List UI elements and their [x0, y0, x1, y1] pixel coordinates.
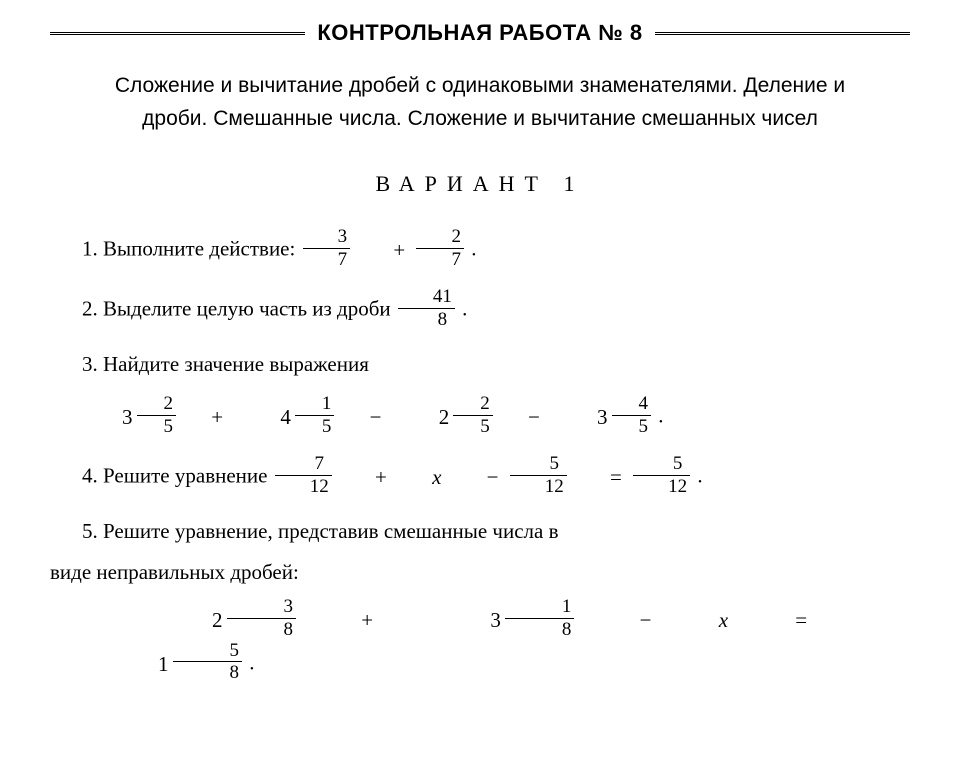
period: . — [462, 297, 467, 321]
denominator: 12 — [510, 476, 567, 498]
document-title: КОНТРОЛЬНАЯ РАБОТА № 8 — [305, 20, 654, 46]
fraction: 5 12 — [633, 454, 690, 498]
denominator: 5 — [612, 416, 652, 438]
mixed-number: 238 — [104, 599, 298, 643]
problems-block: 1. Выполните действие: 3 7 + 2 7 . 2. Вы… — [50, 229, 910, 686]
problem-2-text: 2. Выделите целую часть из дроби — [82, 297, 396, 321]
whole-part: 2 — [415, 402, 450, 434]
equals-op: = — [737, 605, 811, 637]
whole-part: 3 — [436, 605, 501, 637]
minus-op: − — [342, 402, 386, 434]
whole-part: 2 — [158, 605, 223, 637]
numerator: 2 — [453, 394, 493, 416]
plus-op: + — [183, 402, 227, 434]
variable-x: x — [396, 462, 445, 494]
mixed-number: 345 — [549, 396, 653, 440]
denominator: 12 — [633, 476, 690, 498]
problem-5-line2: виде неправильных дробей: — [50, 557, 910, 589]
period: . — [658, 404, 663, 428]
fraction: 25 — [453, 394, 493, 438]
fraction: 2 7 — [416, 227, 464, 271]
denominator: 5 — [453, 416, 493, 438]
fraction: 18 — [505, 597, 575, 641]
problem-4-text: 4. Решите уравнение — [82, 464, 273, 488]
whole-part: 4 — [256, 402, 291, 434]
numerator: 5 — [510, 454, 567, 476]
problem-1: 1. Выполните действие: 3 7 + 2 7 . — [50, 229, 910, 273]
numerator: 4 — [612, 394, 652, 416]
fraction: 58 — [173, 641, 243, 685]
numerator: 1 — [505, 597, 575, 619]
problem-3: 3. Найдите значение выражения — [50, 349, 910, 381]
document-subtitle: Сложение и вычитание дробей с одинаковым… — [50, 70, 910, 135]
mixed-number: 158 — [50, 643, 244, 687]
fraction: 25 — [137, 394, 177, 438]
plus-op: + — [357, 235, 409, 267]
whole-part: 1 — [104, 649, 169, 681]
denominator: 5 — [137, 416, 177, 438]
rule-left — [50, 32, 305, 35]
mixed-number: 318 — [382, 599, 576, 643]
plus-op: + — [339, 462, 391, 494]
denominator: 8 — [505, 619, 575, 641]
period: . — [697, 464, 702, 488]
period: . — [249, 650, 254, 674]
denominator: 8 — [227, 619, 297, 641]
numerator: 5 — [633, 454, 690, 476]
numerator: 5 — [173, 641, 243, 663]
minus-op: − — [500, 402, 544, 434]
minus-op: − — [582, 605, 656, 637]
header-rule-row: КОНТРОЛЬНАЯ РАБОТА № 8 — [50, 20, 910, 46]
minus-op: − — [451, 462, 503, 494]
fraction: 15 — [295, 394, 335, 438]
problem-5-expression: 238 + 318 − x = 158 . — [50, 599, 910, 687]
fraction: 38 — [227, 597, 297, 641]
problem-4: 4. Решите уравнение 7 12 + x − 5 12 = 5 … — [50, 456, 910, 500]
numerator: 7 — [275, 454, 332, 476]
denominator: 7 — [416, 249, 464, 271]
fraction: 7 12 — [275, 454, 332, 498]
denominator: 7 — [303, 249, 351, 271]
numerator: 3 — [303, 227, 351, 249]
denominator: 5 — [295, 416, 335, 438]
rule-right — [655, 32, 910, 35]
mixed-number: 415 — [232, 396, 336, 440]
whole-part: 3 — [98, 402, 133, 434]
problem-5-line1: 5. Решите уравнение, представив смешанны… — [50, 516, 910, 548]
numerator: 1 — [295, 394, 335, 416]
denominator: 12 — [275, 476, 332, 498]
denominator: 8 — [398, 309, 455, 331]
fraction: 41 8 — [398, 287, 455, 331]
mixed-number: 325 — [74, 396, 178, 440]
whole-part: 3 — [573, 402, 608, 434]
problem-2: 2. Выделите целую часть из дроби 41 8 . — [50, 289, 910, 333]
variant-heading: ВАРИАНТ 1 — [50, 171, 910, 197]
numerator: 41 — [398, 287, 455, 309]
numerator: 2 — [137, 394, 177, 416]
denominator: 8 — [173, 662, 243, 684]
problem-3-expression: 325 + 415 − 225 − 345 . — [50, 396, 910, 440]
plus-op: + — [303, 605, 377, 637]
problem-3-text: 3. Найдите значение выражения — [82, 352, 369, 376]
period: . — [471, 237, 476, 261]
fraction: 3 7 — [303, 227, 351, 271]
fraction: 5 12 — [510, 454, 567, 498]
numerator: 2 — [416, 227, 464, 249]
problem-1-text: 1. Выполните действие: — [82, 237, 301, 261]
numerator: 3 — [227, 597, 297, 619]
variable-x: x — [661, 605, 732, 637]
fraction: 45 — [612, 394, 652, 438]
equals-op: = — [574, 462, 626, 494]
mixed-number: 225 — [391, 396, 495, 440]
